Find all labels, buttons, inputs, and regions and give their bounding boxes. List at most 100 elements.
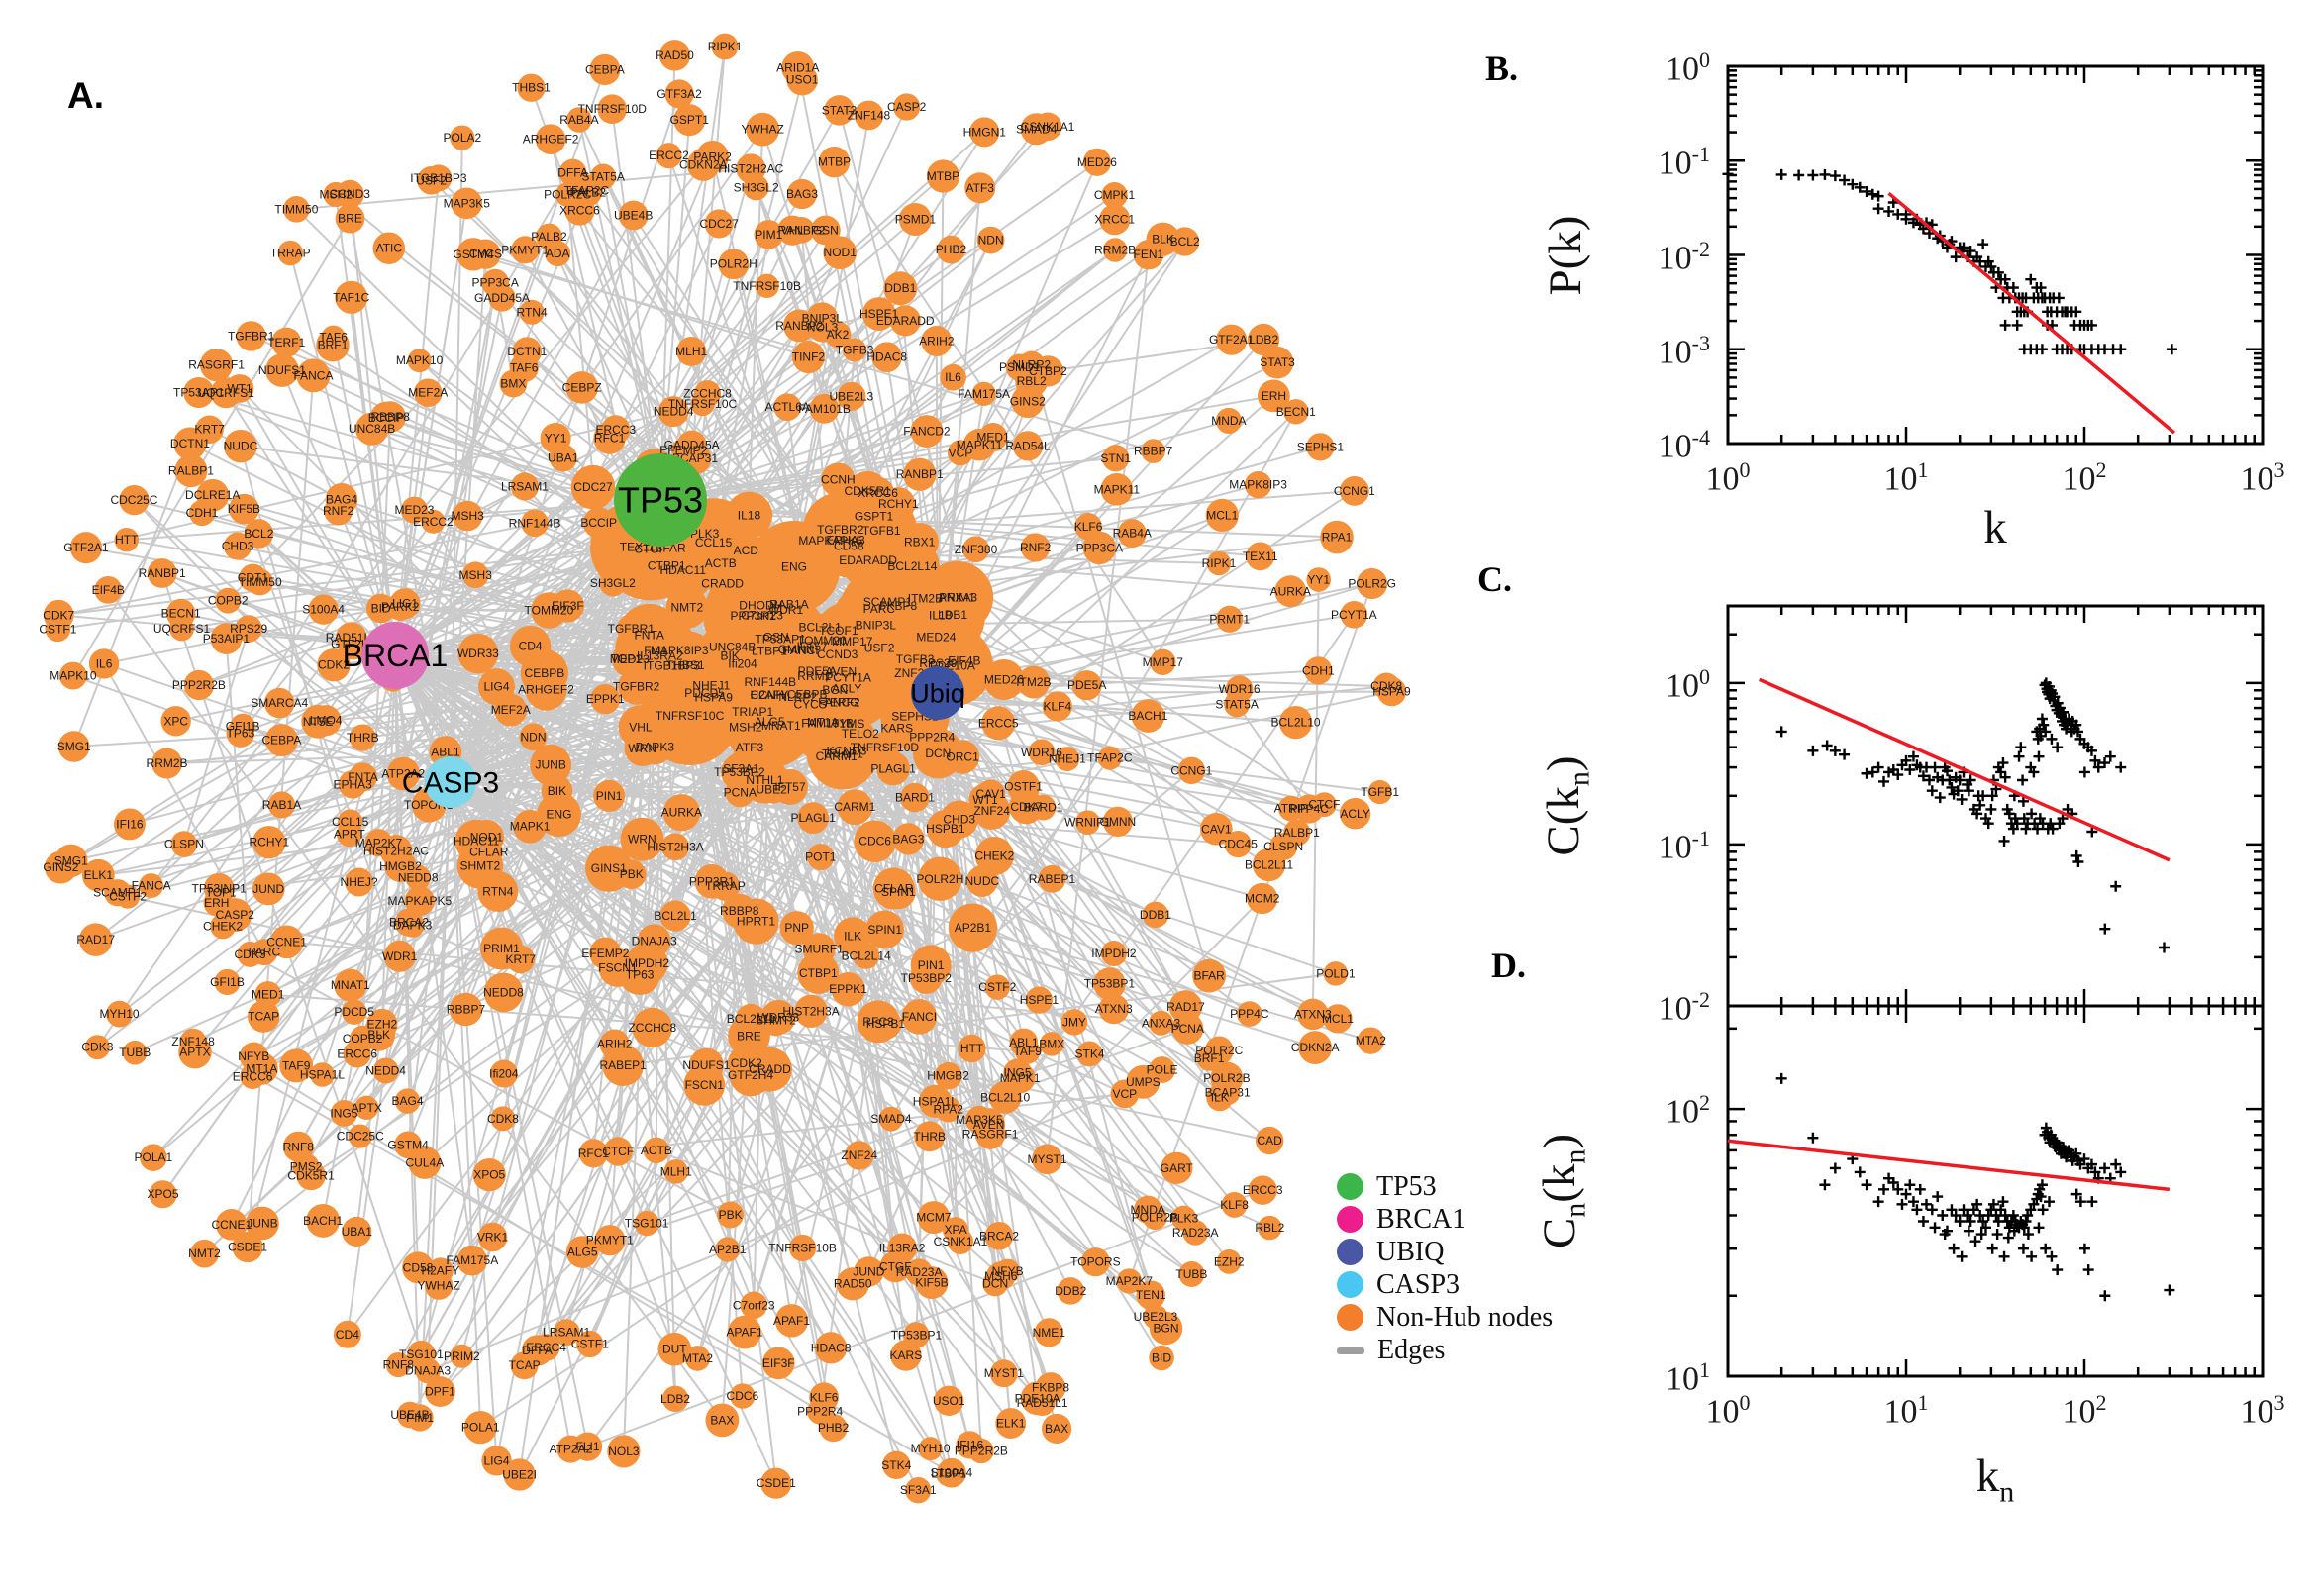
network-node [582,507,615,539]
network-node [617,614,646,644]
network-edge [407,781,452,1146]
network-node [451,187,483,220]
network-node [147,558,177,588]
network-node [626,943,668,985]
plot-frame [1726,64,2265,446]
network-node [472,1157,506,1192]
legend-item-casp3: CASP3 [1337,1268,1553,1301]
network-node [976,226,1005,254]
network-node [620,817,664,861]
network-node [481,1446,512,1476]
network-node [746,112,780,147]
network-node [663,1159,689,1184]
network-node [934,1061,962,1090]
x-tick-label: 101 [1883,1390,1929,1431]
x-tick-label: 103 [2240,457,2285,498]
network-edge [450,767,742,783]
network-edge [394,350,692,656]
network-node [854,820,896,862]
network-node [1030,794,1057,821]
network-node [715,1237,741,1262]
node-swatch-icon [1337,1304,1364,1331]
network-node [576,1330,604,1358]
network-node [519,299,545,325]
panel-d-label: D. [1491,946,1526,985]
network-edge [97,499,661,877]
network-node [589,53,621,86]
network-node [1080,1247,1110,1277]
network-node [918,1437,943,1461]
network-node [602,1045,645,1086]
network-edge [593,1092,1125,1154]
scatter-points [1775,677,2170,953]
legend-label: Edges [1377,1334,1446,1365]
network-edge [198,546,638,686]
network-edge [1030,364,1211,976]
scatter-points [1722,168,2177,355]
network-node [821,462,856,497]
network-node [905,1477,932,1504]
network-edge [450,781,1002,1277]
network-node [1323,1004,1353,1034]
network-edge [833,161,1164,663]
network-node [728,1014,770,1057]
x-tick-label: 100 [1705,1390,1751,1431]
network-edge [160,572,430,1371]
network-node [1117,519,1147,549]
network-node [224,532,252,560]
network-edge [72,443,191,748]
network-node [934,1385,964,1416]
node-swatch-icon [1337,1173,1364,1200]
legend-label: Non-Hub nodes [1376,1301,1554,1333]
network-node [224,429,257,463]
network-node [1306,567,1332,592]
network-node [837,789,873,826]
network-edge [729,655,1162,1359]
network-node [535,124,566,155]
network-node [711,33,739,60]
network-edge [536,880,983,1351]
network-node [918,856,962,901]
network-node [1244,471,1272,499]
legend-item-ubiq: UBIQ [1337,1236,1553,1268]
network-edge [450,781,1371,1043]
network-legend: TP53 BRCA1 UBIQ CASP3 Non-Hub nodes Edges [1337,1170,1553,1366]
plot-ticks [1726,64,2265,446]
network-node [232,1232,263,1263]
network-node [789,1234,817,1262]
network-node [119,484,150,516]
x-tick-label: 101 [1883,457,1929,498]
network-node [1098,993,1130,1025]
node-swatch-icon [1337,1239,1364,1265]
network-node [704,209,734,239]
network-edge [222,499,661,928]
y-tick-label: 10-3 [1658,330,1710,371]
plot-ticks [1726,604,2265,1008]
network-node [490,1106,516,1132]
network-node [1304,656,1333,685]
network-node [872,867,915,910]
edge-swatch-icon [1337,1347,1364,1354]
network-edge [809,704,1196,1234]
network-node [78,923,113,956]
network-edge [250,953,732,1216]
panel-b-plot [1722,64,2265,446]
network-node [394,1088,421,1114]
network-node [823,236,858,270]
network-node [1294,794,1324,824]
legend-item-edges: Edges [1337,1334,1553,1366]
network-node [530,744,572,786]
network-node [214,968,241,996]
network-edge [659,456,1116,501]
network-edge [349,218,452,783]
x-tick-label: 102 [2062,457,2107,498]
network-node [1009,1028,1039,1057]
y-axis-label: P(k) [1540,215,1591,295]
panel-c-plot [1726,604,2265,1008]
network-node [910,415,944,449]
network-edge [586,757,1111,1447]
y-axis-label: C(kn) [1538,755,1596,856]
network-node [414,378,443,408]
